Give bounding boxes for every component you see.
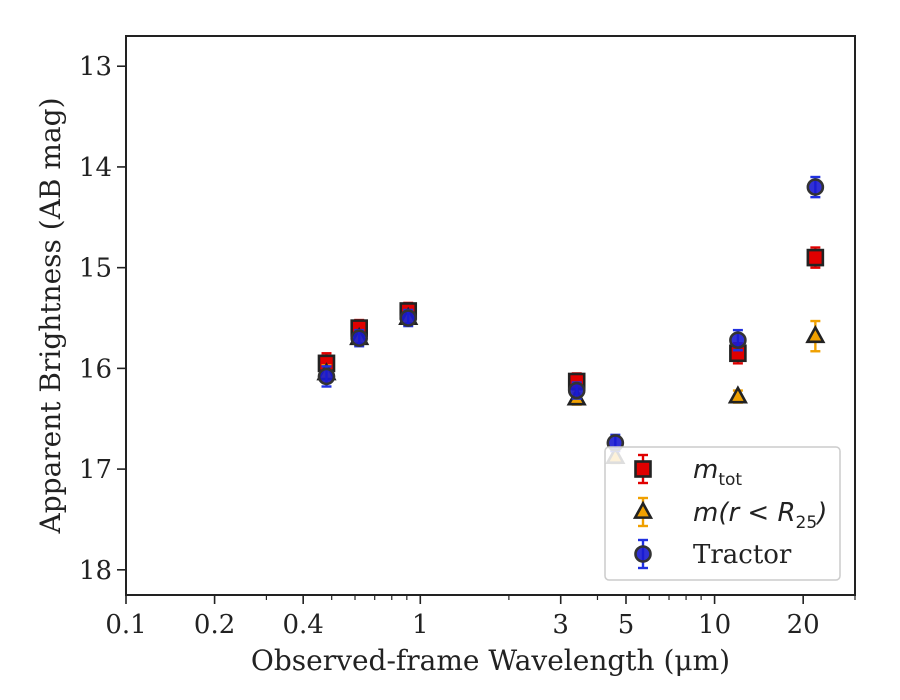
x-tick-label: 0.1 <box>105 610 146 640</box>
legend-label-main: m(r < R <box>693 498 796 528</box>
y-tick-label: 18 <box>79 556 112 586</box>
data-point <box>317 365 336 388</box>
series-layer <box>316 175 826 465</box>
data-point <box>806 175 825 199</box>
legend-label-main: Tractor <box>693 540 792 570</box>
triangle-marker <box>632 500 654 519</box>
triangle-marker <box>727 385 748 404</box>
y-tick-label: 13 <box>79 52 112 82</box>
legend-label-sub: tot <box>718 470 742 490</box>
x-tick-label: 0.4 <box>283 610 324 640</box>
x-tick-label: 0.2 <box>194 610 235 640</box>
data-point <box>727 385 748 404</box>
legend-label-tail: ) <box>815 498 827 528</box>
y-tick-label: 16 <box>79 354 112 384</box>
y-tick-label: 14 <box>79 153 112 183</box>
legend-item: mtot <box>634 453 742 490</box>
legend-label: m(r < R25) <box>693 498 827 533</box>
circle-marker <box>317 367 336 386</box>
data-point <box>399 308 418 328</box>
y-axis-label: Apparent Brightness (AB mag) <box>34 98 67 535</box>
legend: mtot m(r < R25) Tractor <box>604 446 841 581</box>
legend-item: Tractor <box>634 538 792 570</box>
circle-marker <box>729 331 747 349</box>
square-marker <box>634 460 652 478</box>
x-tick-label: 10 <box>698 610 731 640</box>
y-tick-label: 17 <box>79 455 112 485</box>
data-point <box>350 328 368 348</box>
y-axis-ticks: 13 14 15 16 17 18 <box>79 52 126 586</box>
x-tick-label: 3 <box>552 610 569 640</box>
x-tick-label: 5 <box>618 610 635 640</box>
x-axis-ticks: 0.1 0.2 0.4 1 3 5 10 20 <box>105 595 856 640</box>
y-tick-label: 15 <box>79 254 112 284</box>
legend-label-sub: 25 <box>796 513 818 533</box>
circle-marker <box>806 178 825 196</box>
data-point <box>729 328 747 352</box>
series-circle <box>317 175 825 453</box>
data-point <box>806 246 825 269</box>
legend-frame <box>604 446 841 581</box>
circle-marker <box>634 545 652 563</box>
x-axis-label: Observed-frame Wavelength (μm) <box>251 644 730 677</box>
legend-label: Tractor <box>693 540 792 570</box>
legend-label: mtot <box>693 455 742 490</box>
legend-label-main: m <box>693 455 718 485</box>
circle-marker <box>350 329 368 347</box>
legend-item: m(r < R25) <box>632 496 827 533</box>
circle-marker <box>567 381 586 400</box>
x-tick-label: 1 <box>412 610 429 640</box>
data-point <box>567 381 586 400</box>
triangle-marker <box>805 324 826 344</box>
circle-marker <box>399 309 418 327</box>
square-marker <box>806 248 825 267</box>
data-point <box>805 319 826 353</box>
x-tick-label: 20 <box>787 610 820 640</box>
